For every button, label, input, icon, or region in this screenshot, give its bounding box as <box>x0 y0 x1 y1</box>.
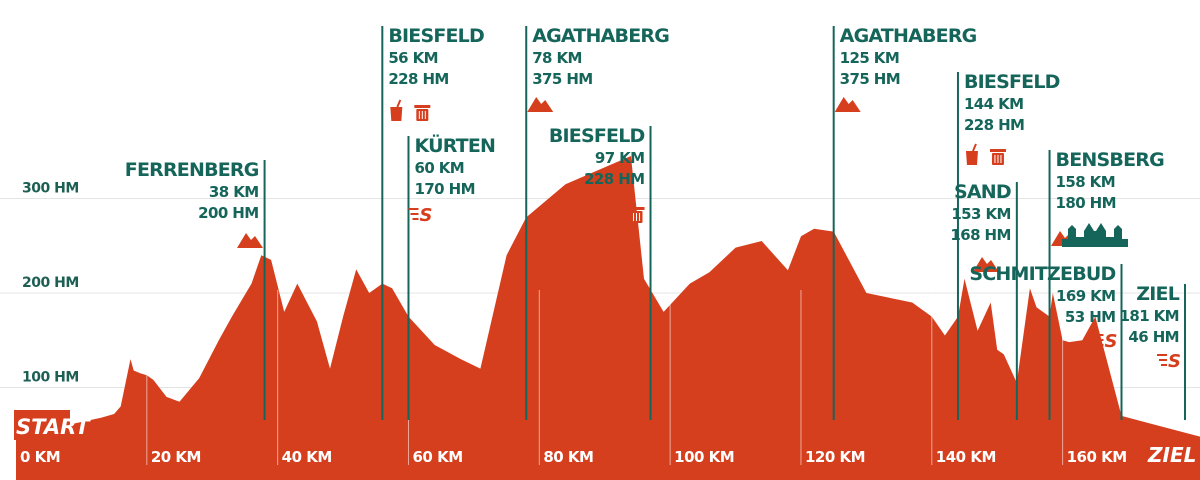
mountain-icon <box>237 233 263 248</box>
waypoint-name: BIESFELD <box>964 71 1060 93</box>
y-tick-label: 200 HM <box>22 275 79 291</box>
waypoint-hm: 228 HM <box>964 116 1024 134</box>
tick-label-layer: 100 HM 200 HM 300 HM 0 KM 20 KM 40 KM 60 KM 80 … <box>20 181 1196 468</box>
x-tick-label: 160 KM <box>1067 448 1127 466</box>
mountain-icon <box>834 97 861 112</box>
waypoint-km: 60 KM <box>414 159 464 177</box>
waypoint-biesfeld-97: BIESFELD 97 KM 228 HM <box>549 125 652 420</box>
y-tick-label: 100 HM <box>22 370 79 386</box>
waypoint-hm: 180 HM <box>1056 194 1116 212</box>
start-stripes <box>0 410 14 440</box>
waypoint-hm: 228 HM <box>584 170 644 188</box>
waypoint-name: SAND <box>954 181 1011 203</box>
mountain-icon <box>973 257 999 272</box>
waypoint-km: 153 KM <box>951 205 1010 223</box>
x-tick-label: 20 KM <box>151 448 201 466</box>
x-tick-label: 40 KM <box>282 448 332 466</box>
drink-straw <box>610 201 616 210</box>
waypoint-km: 144 KM <box>964 95 1023 113</box>
mountain-icon <box>527 97 554 112</box>
waypoint-km: 97 KM <box>595 149 645 167</box>
profile-layer <box>16 156 1200 480</box>
waypoint-schmitzebud-169: SCHMITZEBUD 169 KM 53 HM S <box>969 263 1123 420</box>
bin-lid <box>989 149 1006 152</box>
drink-icon <box>965 151 978 165</box>
waypoint-agathaberg-125: AGATHABERG 125 KM 375 HM <box>832 25 977 420</box>
waypoint-km: 78 KM <box>532 49 582 67</box>
start-label: START <box>16 415 91 439</box>
speed-s-icon: S <box>419 205 432 226</box>
waypoint-hm: 170 HM <box>414 180 474 198</box>
waypoint-bensberg-158: BENSBERG 158 KM 180 HM <box>1048 149 1165 420</box>
waypoint-name: KÜRTEN <box>414 133 495 157</box>
waypoint-name: AGATHABERG <box>532 25 669 47</box>
waypoint-name: BIESFELD <box>388 25 484 47</box>
drink-icon <box>390 107 403 121</box>
castle-icon <box>1062 223 1128 247</box>
waypoint-name: FERRENBERG <box>125 159 259 181</box>
x-tick-label: 60 KM <box>412 448 462 466</box>
x-tick-label: 120 KM <box>805 448 865 466</box>
waypoint-hm: 375 HM <box>532 70 592 88</box>
waypoint-name: BENSBERG <box>1056 149 1165 171</box>
end-label: ZIEL <box>1147 443 1196 467</box>
drink-straw <box>396 99 402 108</box>
start-badge <box>14 410 70 440</box>
waypoint-name: SCHMITZEBUD <box>969 263 1115 285</box>
x-tick-label: 0 KM <box>20 448 60 466</box>
waypoint-layer: FERRENBERG 38 KM 200 HM BIESFELD 56 KM 228 HM… <box>125 25 1186 420</box>
waypoint-hm: 200 HM <box>198 204 258 222</box>
x-tick-label: 100 KM <box>674 448 734 466</box>
waypoint-hm: 53 HM <box>1065 308 1116 326</box>
waypoint-agathaberg-78: AGATHABERG 78 KM 375 HM <box>525 25 670 420</box>
waypoint-biesfeld-144: BIESFELD 144 KM 228 HM <box>956 71 1060 420</box>
waypoint-sand-153: SAND 153 KM 168 HM <box>950 181 1018 420</box>
waypoint-km: 56 KM <box>388 49 438 67</box>
elevation-profile-area <box>16 156 1200 480</box>
waypoint-km: 169 KM <box>1056 287 1115 305</box>
waypoint-ferrenberg-38: FERRENBERG 38 KM 200 HM <box>125 159 266 420</box>
waypoint-hm: 375 HM <box>840 70 900 88</box>
waypoint-hm: 168 HM <box>950 226 1010 244</box>
waypoint-biesfeld-56: BIESFELD 56 KM 228 HM <box>381 25 485 420</box>
waypoint-km: 158 KM <box>1056 173 1115 191</box>
waypoint-kürten-60: KÜRTEN 60 KM 170 HM S <box>407 133 496 420</box>
waypoint-km: 181 KM <box>1120 307 1179 325</box>
x-tick-label: 140 KM <box>936 448 996 466</box>
waypoint-hm: 228 HM <box>388 70 448 88</box>
waypoint-name: AGATHABERG <box>840 25 977 47</box>
x-tick-label: 80 KM <box>543 448 593 466</box>
bin-lid <box>414 105 431 108</box>
speed-s-icon: S <box>1168 351 1181 372</box>
drink-icon <box>604 209 617 223</box>
bin-lid <box>628 207 645 210</box>
waypoint-ziel-181: ZIEL 181 KM 46 HM S <box>1120 283 1186 420</box>
waypoint-name: ZIEL <box>1136 283 1179 305</box>
waypoint-name: BIESFELD <box>549 125 645 147</box>
speed-s-icon: S <box>1105 331 1118 352</box>
waypoint-hm: 46 HM <box>1128 328 1179 346</box>
y-tick-label: 300 HM <box>22 181 79 197</box>
waypoint-km: 38 KM <box>209 183 259 201</box>
start-marker-layer: START <box>0 410 91 440</box>
waypoint-km: 125 KM <box>840 49 899 67</box>
drink-straw <box>972 143 977 152</box>
